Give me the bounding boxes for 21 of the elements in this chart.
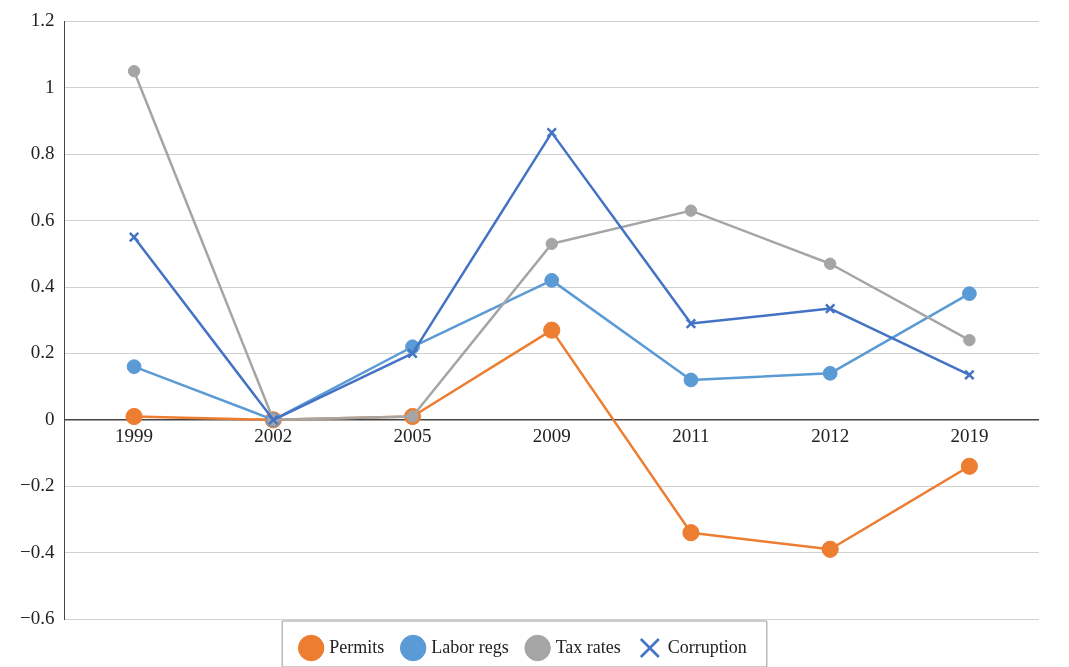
legend-label: Permits [329,636,385,657]
y-tick-label: 0.8 [30,142,55,164]
y-tick-label: 0.6 [30,208,55,230]
y-tick-label: 1.2 [30,9,55,31]
y-tick-label: 0.4 [30,274,55,296]
x-tick-label: 2011 [672,425,710,447]
legend-label: Tax rates [555,636,621,657]
y-tick-label: −0.2 [20,474,55,496]
y-tick-label: 1 [44,75,55,97]
y-tick-label: −0.4 [20,540,55,562]
y-tick-label: −0.6 [20,606,55,628]
x-tick-label: 2019 [950,425,989,447]
x-tick-label: 2002 [254,425,293,447]
y-tick-label: 0.2 [30,341,55,363]
legend-label: Labor regs [431,636,509,657]
y-tick-label: 0 [44,407,55,429]
legend-label: Corruption [667,636,747,657]
x-tick-label: 2012 [811,425,850,447]
x-tick-label: 1999 [115,425,154,447]
x-tick-label: 2009 [532,425,571,447]
x-tick-label: 2005 [393,425,432,447]
